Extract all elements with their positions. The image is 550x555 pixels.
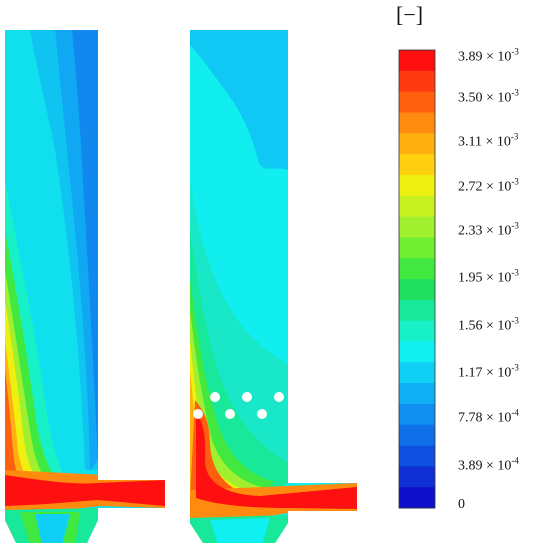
colorbar-swatch <box>399 50 435 72</box>
injector-dot <box>193 409 203 419</box>
colorbar-swatch <box>399 487 435 509</box>
colorbar-tick-label: 1.95 × 10-3 <box>458 267 519 286</box>
colorbar-swatch <box>399 70 435 93</box>
colorbar-swatch <box>399 362 435 384</box>
injector-dot <box>242 392 252 402</box>
colorbar-swatch <box>399 445 435 467</box>
colorbar-swatch <box>399 112 435 134</box>
colorbar-tick-label: 3.89 × 10-3 <box>458 46 519 65</box>
colorbar-swatch <box>399 154 435 176</box>
injector-dot <box>210 392 220 402</box>
colorbar-tick-label: 3.11 × 10-3 <box>458 131 519 150</box>
colorbar-swatch <box>399 216 435 238</box>
injector-dot <box>274 392 284 402</box>
left-contour-panel <box>5 30 165 543</box>
colorbar-swatch <box>399 320 435 342</box>
colorbar <box>398 49 436 509</box>
right-contour-panel <box>190 30 357 543</box>
colorbar-swatch <box>399 91 435 113</box>
colorbar-swatch <box>399 174 435 197</box>
colorbar-swatch <box>399 258 435 280</box>
colorbar-tick-label: 7.78 × 10-4 <box>458 407 519 426</box>
colorbar-swatch <box>399 195 435 218</box>
colorbar-swatch <box>399 341 435 363</box>
colorbar-swatch <box>399 403 435 426</box>
colorbar-tick-label: 0 <box>458 497 465 512</box>
colorbar-border <box>398 49 436 509</box>
colorbar-tick-label: 3.50 × 10-3 <box>458 87 519 106</box>
injector-dot <box>225 409 235 419</box>
injector-points <box>193 392 298 419</box>
colorbar-tick-label: 1.17 × 10-3 <box>458 362 519 381</box>
injector-dot <box>257 409 267 419</box>
colorbar-tick-label: 2.72 × 10-3 <box>458 176 519 195</box>
colorbar-swatch <box>399 237 435 259</box>
colorbar-tick-label: 3.89 × 10-4 <box>458 455 519 474</box>
colorbar-swatch <box>399 299 435 322</box>
colorbar-tick-label: 1.56 × 10-3 <box>458 315 519 334</box>
colorbar-swatch <box>399 466 435 488</box>
colorbar-swatch <box>399 279 435 301</box>
colorbar-swatch <box>399 383 435 405</box>
colorbar-swatch <box>399 424 435 447</box>
injector-dot <box>290 410 298 418</box>
colorbar-tick-label: 2.33 × 10-3 <box>458 220 519 239</box>
colorbar-unit-label: [−] <box>396 2 424 27</box>
colorbar-swatch <box>399 133 435 155</box>
